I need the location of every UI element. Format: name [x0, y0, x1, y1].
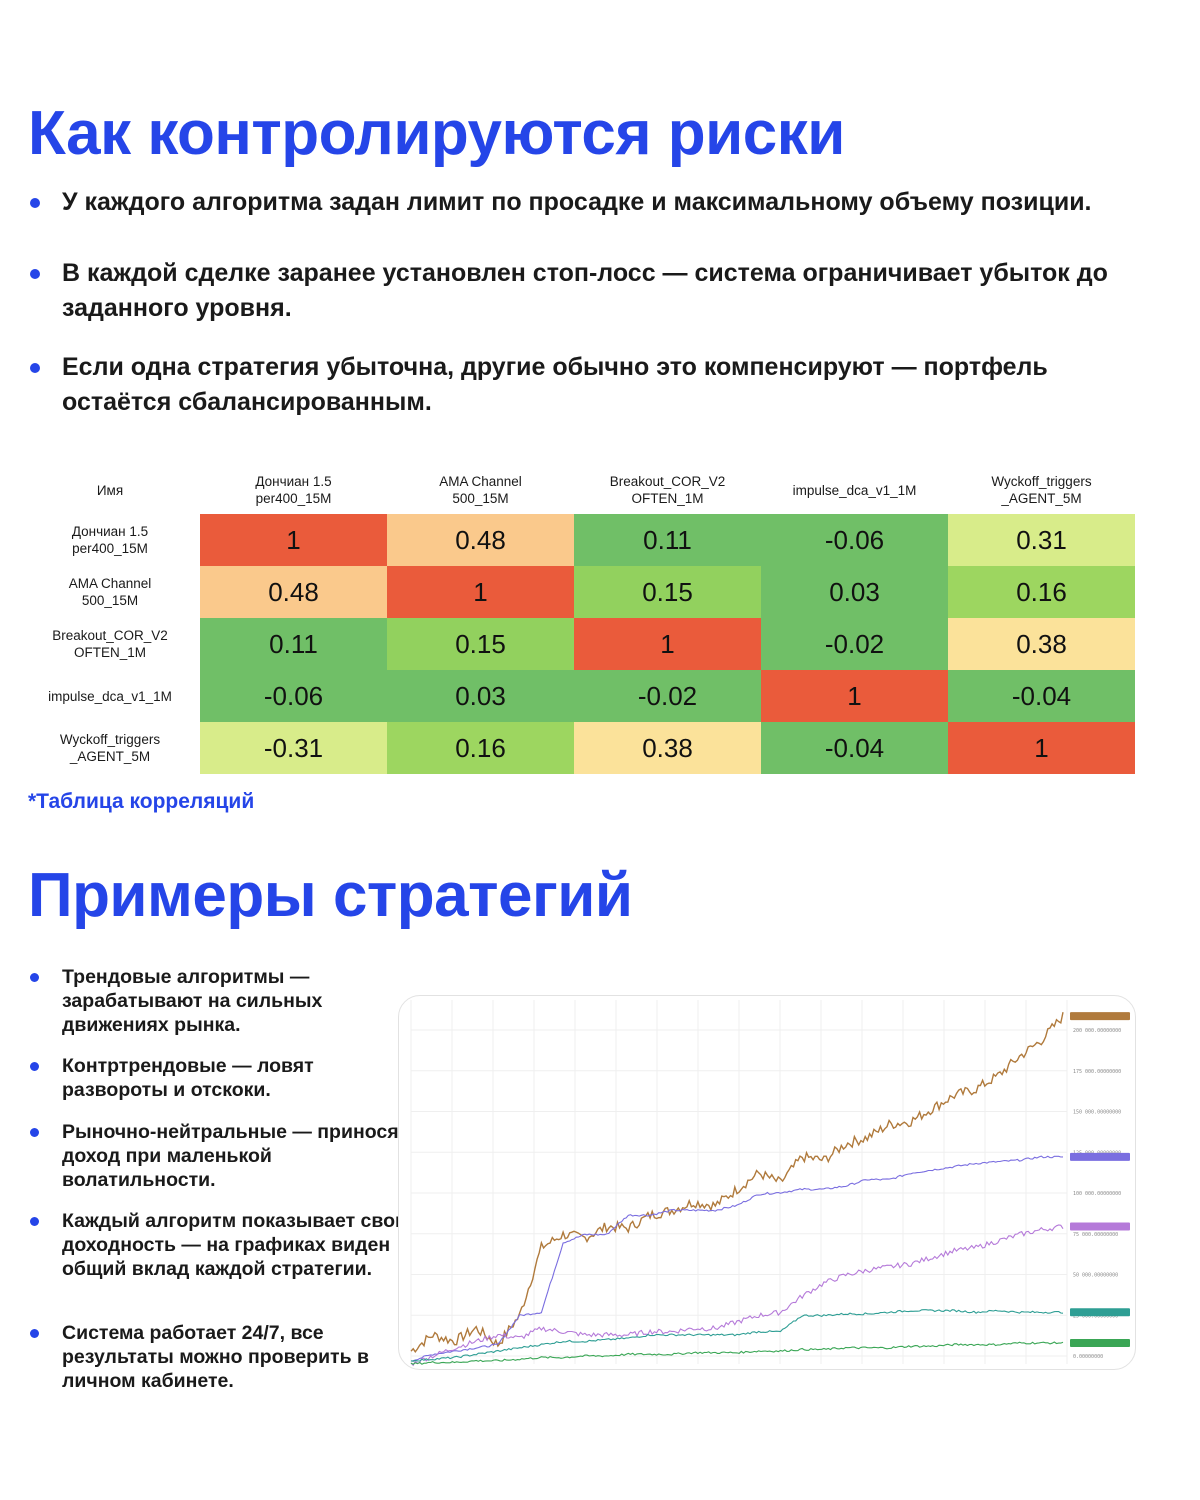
- column-header: Wyckoff_triggers _AGENT_5M: [948, 466, 1135, 514]
- corner-header: Имя: [96, 482, 124, 498]
- correlation-cell: 1: [387, 566, 574, 618]
- risk-bullet: Если одна стратегия убыточна, другие обы…: [28, 350, 1162, 420]
- column-header: Дончиан 1.5 per400_15M: [200, 466, 387, 514]
- y-tick-label: 0.00000000: [1073, 1354, 1103, 1360]
- table-row: Дончиан 1.5 per400_15M 1 0.48 0.11 -0.06 0.31: [20, 514, 1135, 566]
- correlation-cell: -0.06: [200, 670, 387, 722]
- strategy-bullet: Трендовые алгоритмы — зарабатывают на си…: [28, 965, 392, 1037]
- table-row: Wyckoff_triggers _AGENT_5M -0.31 0.16 0.38 -0…: [20, 722, 1135, 774]
- strategy-bullet: Контртрендовые — ловят развороты и отско…: [28, 1054, 392, 1102]
- series-price-tag: [1070, 1338, 1130, 1347]
- table-header-row: Имя Дончиан 1.5 per400_15M AMA Channel 500…: [20, 466, 1135, 514]
- correlation-cell: 0.48: [200, 566, 387, 618]
- correlation-cell: -0.02: [574, 670, 761, 722]
- series-price-tag: [1070, 1152, 1130, 1161]
- y-tick-label: 75 000.00000000: [1073, 1232, 1118, 1238]
- row-header: Wyckoff_triggers _AGENT_5M: [59, 732, 161, 764]
- correlation-cell: 0.16: [948, 566, 1135, 618]
- correlation-cell: 1: [200, 514, 387, 566]
- correlation-cell: 0.38: [948, 618, 1135, 670]
- column-header-label: Wyckoff_triggers _AGENT_5M: [991, 474, 1092, 506]
- row-header: Breakout_COR_V2 OFTEN_1M: [52, 628, 168, 660]
- series-line: [410, 1012, 1064, 1353]
- column-header-label: impulse_dca_v1_1M: [792, 482, 917, 498]
- section-title-risks: Как контролируются риски: [28, 99, 845, 168]
- series-line: [410, 1155, 1064, 1362]
- y-tick-label: 175 000.00000000: [1073, 1069, 1121, 1075]
- table-row: Breakout_COR_V2 OFTEN_1M 0.11 0.15 1 -0.02 0.3…: [20, 618, 1135, 670]
- strategy-bullet: Система работает 24/7, все результаты мо…: [28, 1321, 412, 1393]
- equity-chart-card: 200 000.00000000 175 000.00000000 150 000.…: [398, 995, 1136, 1370]
- row-header: impulse_dca_v1_1M: [48, 688, 172, 704]
- series-line: [410, 1224, 1064, 1367]
- correlation-cell: 1: [948, 722, 1135, 774]
- column-header: Breakout_COR_V2 OFTEN_1M: [574, 466, 761, 514]
- column-header-label: Дончиан 1.5 per400_15M: [255, 474, 332, 506]
- correlation-cell: 0.03: [761, 566, 948, 618]
- series-price-tag: [1070, 1222, 1130, 1231]
- section-title-strategies: Примеры стратегий: [28, 861, 633, 930]
- column-header-label: AMA Channel 500_15M: [439, 474, 522, 506]
- correlation-cell: 1: [574, 618, 761, 670]
- correlation-cell: 0.15: [574, 566, 761, 618]
- strategy-bullet: Каждый алгоритм показывает свою доходнос…: [28, 1209, 412, 1281]
- column-header-label: Breakout_COR_V2 OFTEN_1M: [609, 474, 726, 506]
- correlation-cell: 0.48: [387, 514, 574, 566]
- y-tick-label: 25 000.00000000: [1073, 1313, 1118, 1319]
- correlation-cell: 0.38: [574, 722, 761, 774]
- table-row: AMA Channel 500_15M 0.48 1 0.15 0.03 0.16: [20, 566, 1135, 618]
- equity-chart: 200 000.00000000 175 000.00000000 150 000.…: [410, 1000, 1130, 1367]
- series-line: [410, 1309, 1064, 1362]
- correlation-cell: 0.11: [574, 514, 761, 566]
- risk-bullet: В каждой сделке заранее установлен стоп-…: [28, 256, 1182, 326]
- correlation-cell: -0.31: [200, 722, 387, 774]
- correlation-cell: 0.03: [387, 670, 574, 722]
- series-line: [410, 1341, 1064, 1365]
- correlation-cell: 0.11: [200, 618, 387, 670]
- strategy-bullet: Рыночно-нейтральные — приносят доход при…: [28, 1120, 412, 1192]
- correlation-cell: -0.04: [948, 670, 1135, 722]
- correlation-cell: 0.15: [387, 618, 574, 670]
- correlation-cell: 1: [761, 670, 948, 722]
- correlation-cell: 0.16: [387, 722, 574, 774]
- table-caption: *Таблица корреляций: [28, 790, 255, 813]
- row-header: Дончиан 1.5 per400_15M: [71, 524, 149, 556]
- series-price-tag: [1070, 1308, 1130, 1317]
- risk-bullet: У каждого алгоритма задан лимит по проса…: [28, 185, 1162, 220]
- table-row: impulse_dca_v1_1M -0.06 0.03 -0.02 1 -0.04: [20, 670, 1135, 722]
- column-header: impulse_dca_v1_1M: [761, 466, 948, 514]
- correlation-cell: -0.04: [761, 722, 948, 774]
- correlation-cell: -0.02: [761, 618, 948, 670]
- correlation-cell: -0.06: [761, 514, 948, 566]
- y-tick-label: 50 000.00000000: [1073, 1273, 1118, 1279]
- y-tick-label: 150 000.00000000: [1073, 1110, 1121, 1116]
- correlation-cell: 0.31: [948, 514, 1135, 566]
- correlation-table: Имя Дончиан 1.5 per400_15M AMA Channel 500…: [20, 466, 1135, 774]
- correlation-body: Дончиан 1.5 per400_15M 1 0.48 0.11 -0.06 0.31 A…: [20, 514, 1135, 774]
- series-price-tag: [1070, 1012, 1130, 1021]
- row-header: AMA Channel 500_15M: [68, 576, 152, 608]
- column-header: AMA Channel 500_15M: [387, 466, 574, 514]
- y-tick-label: 100 000.00000000: [1073, 1191, 1121, 1197]
- y-tick-label: 200 000.00000000: [1073, 1028, 1121, 1034]
